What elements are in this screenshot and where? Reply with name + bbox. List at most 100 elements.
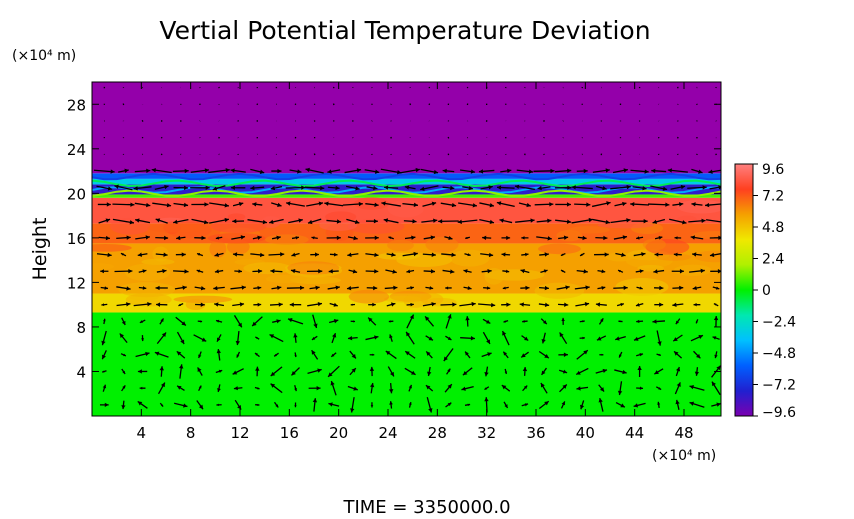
wind-arrow — [630, 201, 650, 207]
wind-arrow — [232, 368, 244, 375]
wind-arrow — [193, 334, 207, 342]
wind-arrow — [534, 202, 554, 207]
wind-arrow — [120, 252, 127, 257]
wind-arrow — [654, 302, 664, 307]
wind-arrow — [667, 168, 688, 173]
wind-arrow — [114, 184, 133, 191]
wind-arrow — [100, 269, 109, 274]
wind-arrow — [421, 218, 438, 223]
wind-arrow — [271, 285, 282, 290]
wind-arrow — [445, 286, 452, 290]
wind-arrow — [610, 218, 631, 224]
field-patch — [692, 230, 721, 239]
wind-arrow — [329, 252, 338, 257]
wind-arrow — [554, 185, 572, 190]
y-ticks: 4 8 12 16 20 24 28 — [67, 96, 721, 381]
wind-arrow — [650, 185, 668, 191]
wind-arrow — [503, 401, 509, 409]
time-label: TIME = 3350000.0 — [342, 497, 510, 518]
wind-arrow — [422, 252, 436, 257]
wind-arrow — [311, 349, 319, 360]
wind-arrow — [369, 366, 375, 377]
wind-arrow — [539, 285, 549, 291]
wind-arrow — [172, 168, 189, 174]
wind-arrow — [349, 367, 357, 376]
wind-arrow — [250, 168, 265, 174]
wind-arrow — [571, 217, 594, 224]
wind-arrow — [479, 202, 495, 208]
wind-arrow — [500, 168, 512, 174]
wind-arrow — [481, 352, 492, 358]
wind-arrow — [235, 330, 241, 346]
wind-arrow — [521, 236, 529, 240]
wind-arrow — [592, 168, 610, 173]
wind-arrow — [121, 385, 126, 392]
wind-arrow — [576, 269, 588, 274]
wind-arrow — [214, 269, 224, 274]
wind-arrow — [157, 382, 166, 395]
wind-arrow — [253, 285, 262, 290]
wind-arrow — [196, 400, 204, 410]
x-tick-label: 4 — [137, 424, 147, 442]
wind-arrow — [504, 368, 508, 375]
wind-arrow — [271, 235, 281, 240]
wind-arrow — [576, 168, 588, 174]
wind-arrow — [463, 286, 472, 291]
wind-arrow — [328, 269, 339, 274]
wind-arrow — [270, 366, 283, 377]
wind-arrow — [112, 202, 135, 207]
wind-arrow — [540, 382, 548, 394]
wind-arrow — [537, 185, 551, 191]
wind-arrow — [306, 269, 323, 274]
wind-arrow — [675, 366, 681, 377]
wind-arrow — [554, 168, 572, 173]
wind-arrow — [196, 269, 204, 273]
wind-arrow — [636, 286, 643, 290]
wind-arrow — [712, 336, 720, 340]
wind-arrow — [405, 331, 415, 345]
wind-arrow — [538, 350, 550, 359]
colorbar-tick-label: −4.8 — [762, 346, 796, 362]
wind-arrow — [388, 320, 394, 323]
wind-arrow — [138, 286, 147, 290]
wind-arrow — [503, 320, 509, 323]
wind-arrow — [482, 331, 491, 345]
wind-arrow — [216, 334, 222, 342]
wind-arrow — [179, 364, 184, 379]
field-patch — [118, 282, 176, 298]
wind-arrow — [672, 285, 684, 291]
wind-arrow — [291, 252, 300, 257]
wind-arrow — [540, 269, 548, 273]
wind-arrow — [501, 252, 511, 257]
wind-arrow — [289, 302, 302, 307]
wind-arrow — [135, 235, 150, 240]
colorbar-tick-label: −9.6 — [762, 405, 796, 421]
wind-arrow — [306, 201, 324, 207]
wind-arrow — [424, 315, 435, 327]
wind-arrow — [327, 169, 341, 174]
field-patch — [597, 222, 654, 229]
colorbar-ticks: 9.6 7.2 4.8 2.4 0 −2.4 −4.8 −7.2 −9.6 — [753, 162, 796, 421]
wind-arrow — [307, 301, 323, 307]
wind-arrow — [234, 399, 242, 410]
wind-arrow — [271, 168, 282, 174]
wind-arrow — [501, 330, 510, 346]
wind-arrow — [408, 401, 412, 408]
wind-arrow — [347, 385, 359, 391]
wind-arrow — [441, 252, 456, 258]
wind-arrow — [369, 353, 375, 356]
wind-arrow — [425, 286, 434, 290]
wind-arrow — [173, 219, 189, 225]
wind-arrow — [269, 302, 283, 307]
wind-arrow — [710, 269, 721, 274]
wind-arrow — [543, 153, 545, 156]
wind-arrow — [501, 384, 511, 392]
wind-arrow — [194, 286, 206, 291]
field-patch — [319, 219, 358, 231]
wind-arrow — [689, 268, 705, 274]
wind-arrow — [155, 218, 168, 224]
wind-arrow — [381, 201, 401, 207]
wind-arrow — [457, 219, 478, 224]
wind-arrow — [311, 335, 318, 341]
wind-arrow — [613, 285, 628, 291]
